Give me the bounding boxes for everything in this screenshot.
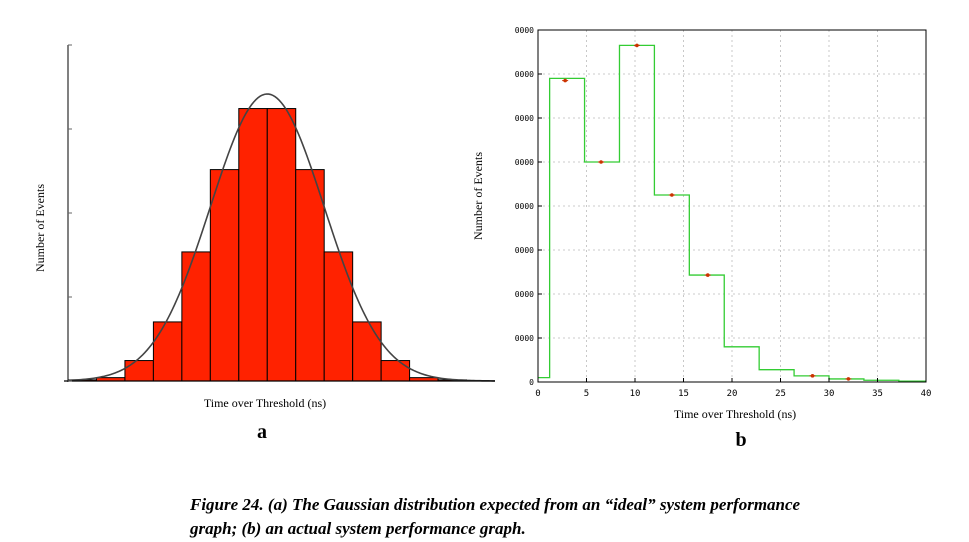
panel-b-x-tick-label: 15 — [678, 389, 689, 399]
panel-b-label: b — [735, 429, 746, 451]
panel-a-bar-7 — [238, 108, 268, 382]
panel-b-x-tick-label: 10 — [630, 389, 641, 399]
panel-b-step-line — [538, 44, 926, 382]
panel-b-x-tick-label: 35 — [872, 389, 883, 399]
panel-a-label: a — [257, 421, 267, 443]
panel-b-point-4 — [670, 193, 674, 197]
panel-a-histogram: Number of Events Time over Threshold (ns… — [33, 44, 496, 443]
panel-b-y-tick-label: 0000 — [515, 334, 534, 343]
panel-a-bar-8 — [266, 108, 297, 382]
panel-a-y-axis-label: Number of Events — [33, 184, 47, 272]
panel-b-x-tick-label: 25 — [775, 389, 786, 399]
panel-a-bar-11 — [352, 321, 382, 382]
panel-b-point-6 — [810, 374, 815, 378]
caption-line-2: graph; (b) an actual system performance … — [190, 519, 526, 538]
panel-a-bar-3 — [124, 360, 154, 382]
panel-b-y-tick-label: 0000 — [515, 26, 534, 35]
panel-b-point-7 — [846, 377, 851, 381]
panel-b-y-tick-label: 0000 — [515, 70, 534, 79]
panel-b-point-5 — [705, 273, 710, 277]
panel-b-y-tick-label: 0000 — [515, 202, 534, 211]
panel-a-bar-4 — [152, 321, 183, 382]
panel-b-x-tick-label: 0 — [535, 389, 540, 399]
panel-b-point-1 — [563, 78, 567, 83]
panel-b-x-tick-label: 5 — [584, 389, 589, 399]
panel-a-gaussian-curve — [67, 93, 496, 382]
panel-b-y-tick-label: 0000 — [515, 246, 534, 255]
panel-a-bar-6 — [209, 169, 240, 382]
panel-b-x-tick-label: 40 — [921, 389, 932, 399]
panel-b-y-axis-label: Number of Events — [471, 152, 485, 240]
panel-a-bar-10 — [323, 251, 354, 382]
panel-b-grid — [538, 30, 926, 382]
panel-b-y-tick-label: 0000 — [515, 158, 534, 167]
panel-a-y-ticks — [68, 44, 72, 382]
panel-a-bar-5 — [181, 251, 211, 382]
panel-a-bar-12 — [380, 360, 411, 382]
panel-a-bar-9 — [295, 169, 325, 382]
panel-b-x-axis-label: Time over Threshold (ns) — [674, 407, 796, 421]
panel-b-point-2 — [599, 160, 603, 164]
panel-b-point-3 — [635, 43, 639, 48]
panel-b-y-tick-label: 0 — [529, 378, 534, 387]
panel-b-histogram: 0 5 10 15 20 25 30 35 40 00000000000000000000000… — [471, 26, 931, 451]
panel-a-x-axis-label: Time over Threshold (ns) — [204, 396, 326, 410]
panel-b-x-tick-label: 20 — [727, 389, 738, 399]
panel-b-points — [562, 43, 852, 381]
caption-line-1: Figure 24. (a) The Gaussian distribution… — [190, 495, 801, 514]
panel-b-x-tick-label: 30 — [824, 389, 835, 399]
figure-caption: Figure 24. (a) The Gaussian distribution… — [190, 493, 950, 541]
panel-b-y-tick-label: 0000 — [515, 114, 534, 123]
panel-b-x-tick-labels: 0 5 10 15 20 25 30 35 40 — [535, 378, 931, 399]
panel-a-bars — [67, 108, 468, 382]
panel-b-y-tick-label: 0000 — [515, 290, 534, 299]
